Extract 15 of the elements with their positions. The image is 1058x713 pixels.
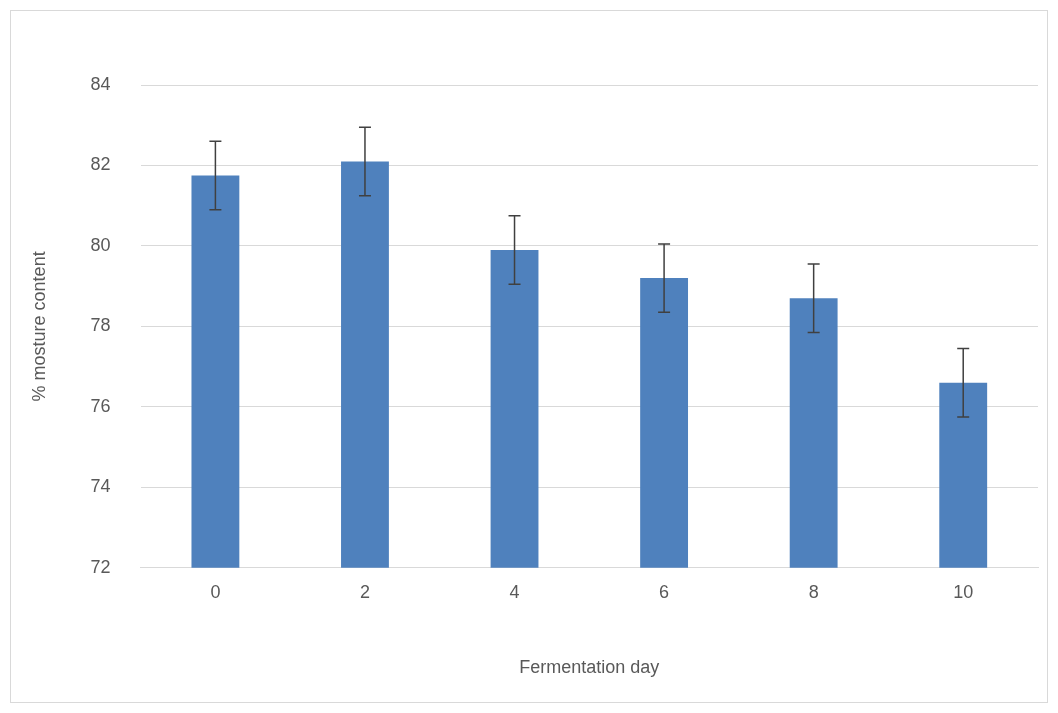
- y-tick-label: 84: [90, 73, 111, 94]
- y-tick-label: 72: [90, 556, 111, 577]
- y-axis-title: % mosture content: [28, 251, 49, 402]
- y-tick-label: 80: [90, 234, 111, 255]
- x-tick-label: 8: [808, 581, 819, 602]
- x-tick-label: 10: [953, 581, 974, 602]
- x-tick-label: 0: [210, 581, 221, 602]
- x-axis-title: Fermentation day: [519, 657, 660, 678]
- y-tick-label: 74: [90, 476, 111, 497]
- y-tick-label: 78: [90, 315, 111, 336]
- x-tick-label: 6: [659, 581, 670, 602]
- x-tick-label: 4: [509, 581, 520, 602]
- x-tick-label: 2: [359, 581, 370, 602]
- y-tick-label: 76: [90, 395, 111, 416]
- y-tick-label: 82: [90, 154, 111, 175]
